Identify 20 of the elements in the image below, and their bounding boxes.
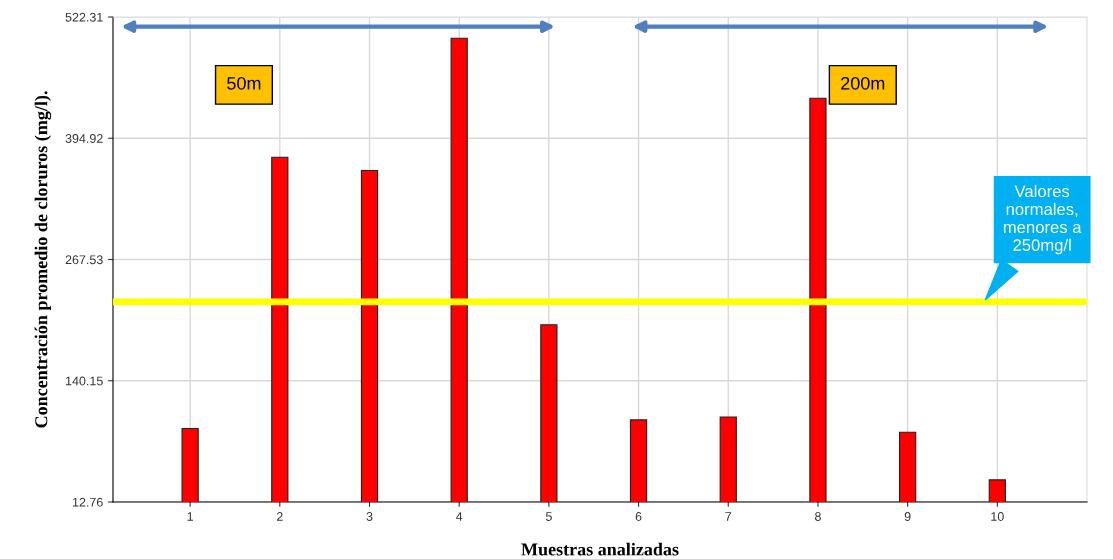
x-tick-label: 9 [904, 512, 911, 521]
ref-line-label: Valores normales, menores a 250mg/l [1003, 184, 1082, 255]
y-tick-label: 394.92 [65, 134, 103, 143]
x-tick-label: 2 [276, 512, 283, 521]
x-tick-label: 6 [635, 512, 642, 521]
x-tick-label: 4 [456, 512, 463, 521]
annotation: 200m [841, 76, 885, 90]
y-axis-title: Concentración promedio de cloruros (mg/l). [34, 91, 52, 428]
x-tick-label: 5 [545, 512, 552, 521]
x-tick-label: 10 [991, 512, 1004, 521]
y-tick-label: 522.31 [65, 12, 103, 22]
x-tick-label: 3 [366, 512, 373, 521]
y-tick-label: 267.53 [65, 255, 103, 265]
x-tick-label: 7 [725, 512, 732, 521]
x-tick-label: 8 [815, 512, 821, 521]
y-tick-label: 140.15 [66, 376, 103, 386]
y-tick-label: 12.76 [72, 497, 103, 507]
x-axis-title: Muestras analizadas [521, 542, 679, 556]
annotation: 50m [227, 76, 261, 90]
x-tick-label: 1 [187, 512, 193, 521]
